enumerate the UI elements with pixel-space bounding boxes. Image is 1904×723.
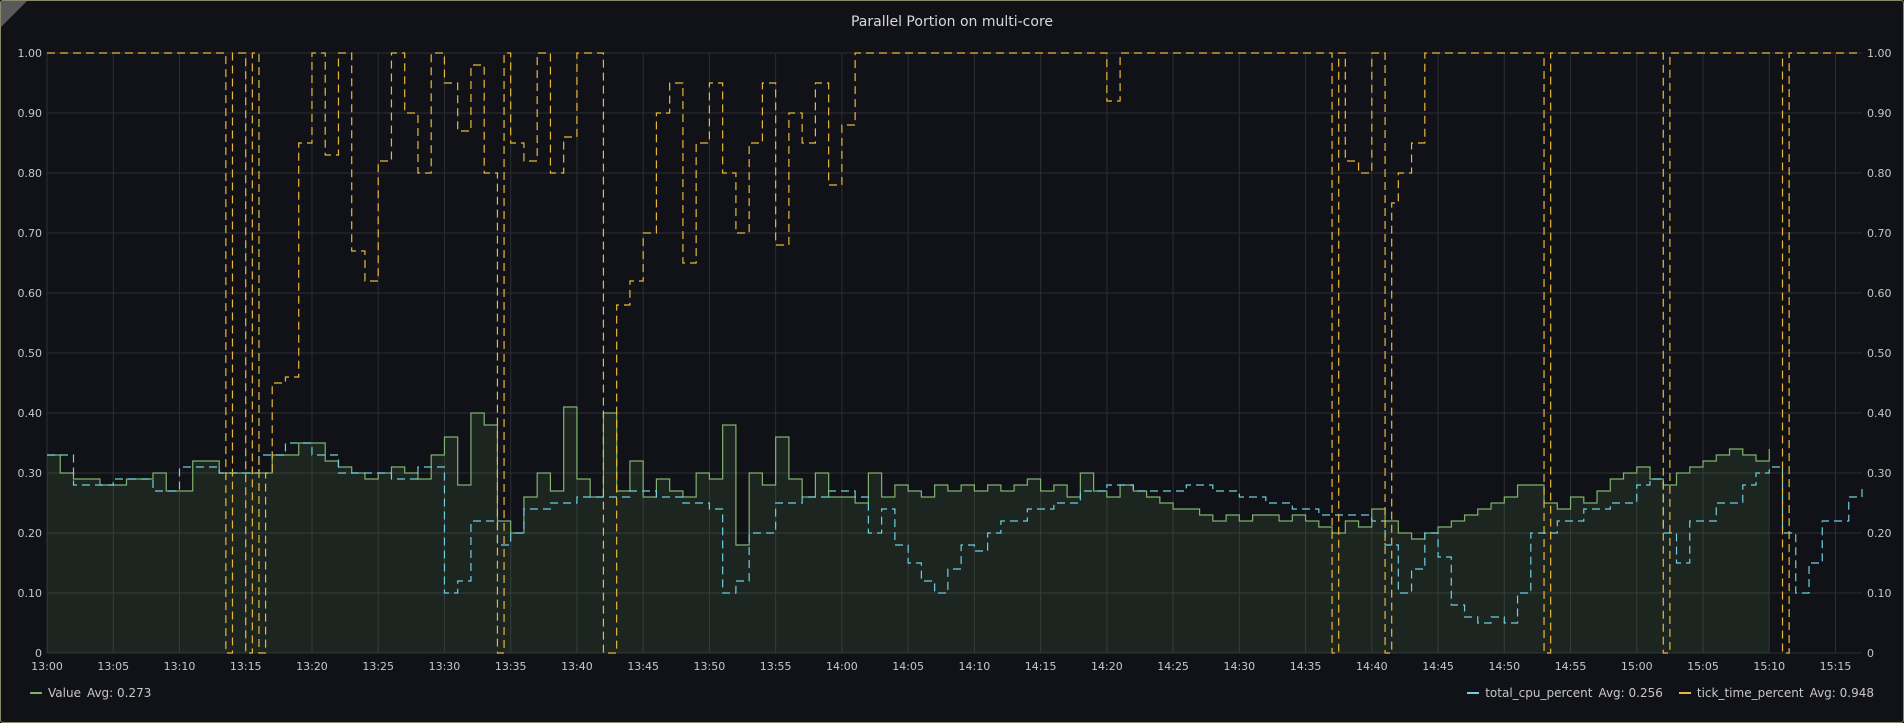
x-tick-label: 14:45 bbox=[1422, 660, 1454, 673]
y2-tick-label: 1.00 bbox=[1867, 47, 1892, 60]
series-line-tick-time-percent[interactable] bbox=[47, 52, 1862, 654]
y-tick-label: 1.00 bbox=[18, 47, 43, 60]
legend-label: total_cpu_percent bbox=[1485, 686, 1593, 700]
y2-tick-label: 0.50 bbox=[1867, 347, 1892, 360]
x-tick-label: 13:00 bbox=[31, 660, 63, 673]
series-layer bbox=[47, 52, 1863, 654]
y2-tick-label: 0.60 bbox=[1867, 287, 1892, 300]
legend-swatch bbox=[1678, 692, 1691, 694]
x-tick-label: 13:05 bbox=[97, 660, 129, 673]
y-tick-label: 0 bbox=[35, 647, 42, 660]
legend-left: Value Avg: 0.273 bbox=[30, 686, 151, 700]
x-tick-label: 13:35 bbox=[495, 660, 527, 673]
x-tick-label: 14:20 bbox=[1091, 660, 1123, 673]
y2-tick-label: 0 bbox=[1867, 647, 1874, 660]
x-tick-label: 13:45 bbox=[627, 660, 659, 673]
x-tick-label: 15:15 bbox=[1820, 660, 1852, 673]
legend-label: Value bbox=[48, 686, 81, 700]
legend-right: total_cpu_percent Avg: 0.256 tick_time_p… bbox=[1467, 686, 1874, 700]
x-tick-label: 15:00 bbox=[1621, 660, 1653, 673]
y2-tick-label: 0.70 bbox=[1867, 227, 1892, 240]
x-tick-label: 15:10 bbox=[1753, 660, 1785, 673]
y-tick-label: 0.70 bbox=[18, 227, 43, 240]
y2-tick-label: 0.40 bbox=[1867, 407, 1892, 420]
series-area-value bbox=[47, 407, 1770, 653]
x-tick-label: 13:20 bbox=[296, 660, 328, 673]
y-tick-label: 0.20 bbox=[18, 527, 43, 540]
y-axis-right: 0 0.10 0.20 0.30 0.40 0.50 0.60 0.70 0.80 0.90 1.0… bbox=[1867, 47, 1892, 660]
x-tick-label: 14:05 bbox=[892, 660, 924, 673]
y-tick-label: 0.50 bbox=[18, 347, 43, 360]
legend-avg: Avg: 0.948 bbox=[1809, 686, 1874, 700]
y2-tick-label: 0.20 bbox=[1867, 527, 1892, 540]
legend-swatch bbox=[30, 692, 42, 694]
x-tick-label: 14:15 bbox=[1025, 660, 1057, 673]
y-axis-left: 0 0.10 0.20 0.30 0.40 0.50 0.60 0.70 0.80 0.90 1.0… bbox=[18, 47, 43, 660]
y-tick-label: 0.40 bbox=[18, 407, 43, 420]
series-line-total-cpu-percent[interactable] bbox=[47, 442, 1863, 624]
y-tick-label: 0.80 bbox=[18, 167, 43, 180]
y-tick-label: 0.30 bbox=[18, 467, 43, 480]
x-tick-label: 14:40 bbox=[1356, 660, 1388, 673]
y2-tick-label: 0.90 bbox=[1867, 107, 1892, 120]
x-tick-label: 14:30 bbox=[1223, 660, 1255, 673]
panel-title[interactable]: Parallel Portion on multi-core bbox=[850, 14, 1054, 30]
x-axis: 13:00 13:05 13:10 13:15 13:20 13:25 13:30 13:35… bbox=[31, 660, 1851, 673]
y2-tick-label: 0.80 bbox=[1867, 167, 1892, 180]
x-tick-label: 13:15 bbox=[230, 660, 262, 673]
y2-tick-label: 0.30 bbox=[1867, 467, 1892, 480]
y2-tick-label: 0.10 bbox=[1867, 587, 1892, 600]
legend-item-tick-time[interactable]: tick_time_percent Avg: 0.948 bbox=[1678, 686, 1874, 700]
legend-avg: Avg: 0.273 bbox=[86, 686, 152, 700]
x-tick-label: 14:35 bbox=[1290, 660, 1322, 673]
x-tick-label: 15:05 bbox=[1687, 660, 1719, 673]
legend-item-value[interactable]: Value Avg: 0.273 bbox=[30, 686, 151, 700]
x-tick-label: 13:25 bbox=[362, 660, 394, 673]
x-tick-label: 13:50 bbox=[694, 660, 726, 673]
legend-avg: Avg: 0.256 bbox=[1598, 686, 1663, 700]
x-tick-label: 14:50 bbox=[1488, 660, 1520, 673]
x-tick-label: 14:10 bbox=[959, 660, 991, 673]
grid bbox=[46, 52, 1862, 654]
legend-item-total-cpu[interactable]: total_cpu_percent Avg: 0.256 bbox=[1467, 686, 1663, 700]
x-tick-label: 13:40 bbox=[561, 660, 593, 673]
x-tick-label: 14:55 bbox=[1555, 660, 1587, 673]
legend-label: tick_time_percent bbox=[1696, 686, 1804, 700]
x-tick-label: 13:55 bbox=[760, 660, 792, 673]
x-tick-label: 13:10 bbox=[164, 660, 196, 673]
x-tick-label: 14:00 bbox=[826, 660, 858, 673]
y-tick-label: 0.60 bbox=[18, 287, 43, 300]
series-line-value[interactable] bbox=[47, 406, 1770, 546]
legend-swatch bbox=[1467, 692, 1480, 694]
y-tick-label: 0.10 bbox=[18, 587, 43, 600]
panel-corner-icon[interactable] bbox=[1, 1, 27, 27]
x-tick-label: 13:30 bbox=[429, 660, 461, 673]
x-tick-label: 14:25 bbox=[1157, 660, 1189, 673]
y-tick-label: 0.90 bbox=[18, 107, 43, 120]
